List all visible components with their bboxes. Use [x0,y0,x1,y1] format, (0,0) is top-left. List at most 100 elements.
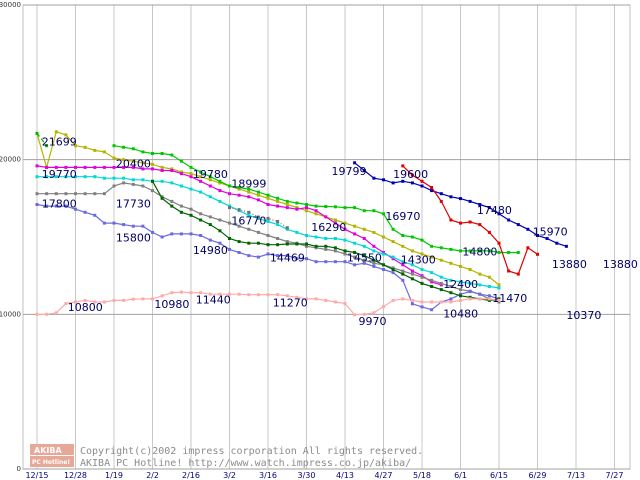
data-point [45,144,49,148]
x-tick-label: 6/15 [490,471,508,480]
data-point [151,230,154,234]
data-point [439,288,443,292]
site-url-text: AKIBA PC Hotline! http://www.watch.impre… [80,458,411,469]
data-point [208,238,212,242]
data-point [131,297,135,301]
data-point [324,298,328,302]
data-point [64,192,68,196]
data-point [93,165,97,169]
data-point [93,300,97,304]
data-point [439,275,443,279]
data-point [112,184,116,188]
data-point [228,221,231,225]
data-point [276,293,280,297]
copyright-text: Copyright(c)2002 impress corporation All… [80,446,423,457]
data-point [401,234,405,237]
data-point [295,242,299,246]
data-point [218,241,222,245]
data-point [295,295,299,299]
data-point [256,230,260,234]
data-point [160,179,164,183]
logo-bottom-text: PC Hotline! [32,459,70,466]
data-point [391,298,395,302]
data-point [314,244,318,248]
data-point [276,204,280,208]
data-label: 11270 [273,297,308,310]
data-point [189,175,193,179]
data-point [478,203,482,206]
data-label: 17730 [116,198,151,211]
data-point [305,257,308,261]
data-point [256,198,260,202]
data-point [333,237,337,240]
data-point [430,280,434,284]
data-point [372,258,376,262]
series [401,164,539,276]
data-point [497,212,501,216]
data-point [439,199,443,203]
data-point [324,215,328,219]
data-point [343,252,347,256]
data-point [64,175,68,179]
data-point [545,237,549,240]
data-point [391,268,395,271]
data-point [218,229,222,233]
data-point [266,234,270,237]
data-point [64,133,68,137]
data-point [362,261,366,265]
data-point [276,223,280,227]
data-point [410,302,414,306]
data-point [285,226,289,230]
data-point [218,218,222,222]
data-point [410,263,414,267]
data-point [122,165,126,169]
data-point [439,258,443,262]
horizontal-gridlines [23,4,630,470]
data-point [160,152,164,155]
data-point [228,184,231,188]
data-point [305,244,308,248]
data-point [333,300,337,304]
data-label: 14550 [347,252,382,265]
data-point [160,294,164,298]
data-point [343,206,347,210]
data-point [54,165,58,169]
data-point [430,285,434,288]
data-point [459,197,462,201]
data-point [430,308,434,312]
data-point [295,257,299,261]
data-point [401,244,405,248]
data-point [353,313,357,317]
data-point [102,221,106,225]
data-point [266,220,270,223]
data-point [141,167,145,171]
x-tick-label: 7/13 [567,471,585,480]
data-point [468,268,472,271]
data-point [64,302,68,305]
data-point [199,190,203,194]
data-point [382,235,385,239]
data-point [189,232,193,236]
data-point [536,234,539,237]
data-point [439,192,443,196]
data-point [343,249,347,253]
data-point [74,165,77,169]
data-point [420,179,424,183]
data-point [266,252,270,256]
data-point [35,175,39,179]
data-point [199,170,203,174]
data-point [372,311,376,315]
data-point [478,292,482,296]
footer: AKIBA PC Hotline! Copyright(c)2002 impre… [30,444,423,469]
x-tick-label: 4/27 [375,471,393,480]
data-point [189,187,193,191]
data-point [151,167,154,171]
data-point [170,169,174,172]
data-point [189,207,193,211]
data-point [179,172,183,176]
data-point [170,199,174,203]
data-point [141,297,145,301]
data-point [382,178,385,182]
data-point [179,184,183,188]
